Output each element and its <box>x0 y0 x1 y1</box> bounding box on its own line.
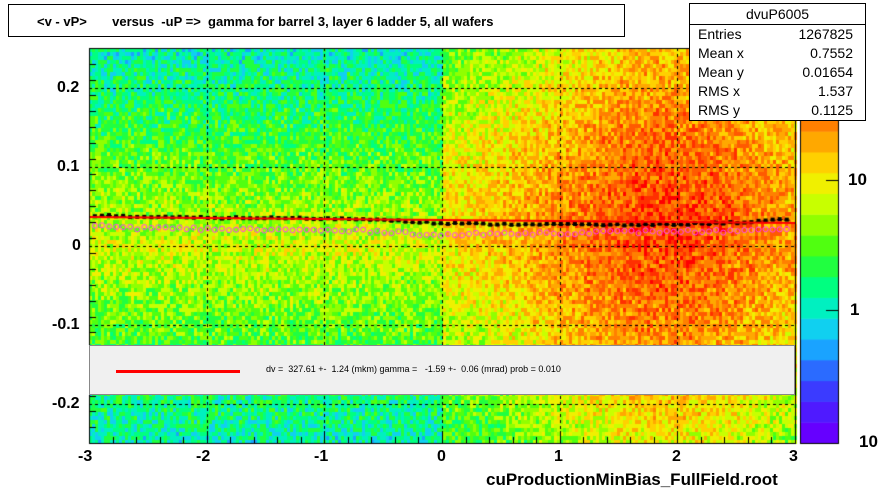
stats-value: 0.1125 <box>811 102 853 118</box>
color-tick-label: 1 <box>850 300 860 319</box>
x-tick-label: 3 <box>789 448 798 465</box>
fit-legend: dv = 327.61 +- 1.24 (mkm) gamma = -1.59 … <box>89 345 795 395</box>
stats-box: dvuP6005 Entries 1267825 Mean x 0.7552 M… <box>689 3 866 121</box>
stats-value: 1267825 <box>798 26 853 42</box>
stats-row-entries: Entries 1267825 <box>690 25 865 44</box>
stats-row-rms-x: RMS x 1.537 <box>690 82 865 101</box>
stats-name: dvuP6005 <box>690 4 865 25</box>
stats-value: 0.7552 <box>810 45 853 61</box>
stats-label: Mean y <box>698 64 744 80</box>
fit-line-swatch <box>116 370 240 373</box>
y-tick-label: -0.1 <box>52 316 80 333</box>
color-tick-label: 10 <box>859 432 878 451</box>
stats-row-mean-x: Mean x 0.7552 <box>690 44 865 63</box>
y-tick-label: 0.2 <box>57 79 80 96</box>
stats-value: 1.537 <box>817 83 853 99</box>
x-tick-label: -2 <box>196 448 211 465</box>
x-tick-label: -1 <box>314 448 329 465</box>
y-tick-label: -0.2 <box>52 395 80 412</box>
x-tick-label: 0 <box>437 448 446 465</box>
x-tick-label: -3 <box>78 448 93 465</box>
x-tick-label: 1 <box>554 448 563 465</box>
y-tick-label: 0 <box>72 237 81 254</box>
stats-row-rms-y: RMS y 0.1125 <box>690 101 865 120</box>
stats-label: RMS y <box>698 102 740 118</box>
x-tick-label: 2 <box>672 448 681 465</box>
stats-value: 0.01654 <box>802 64 853 80</box>
y-tick-label: 0.1 <box>57 158 80 175</box>
stats-row-mean-y: Mean y 0.01654 <box>690 63 865 82</box>
stats-label: RMS x <box>698 83 740 99</box>
plot-title: <v - vP> versus -uP => gamma for barrel … <box>8 4 625 37</box>
stats-label: Entries <box>698 26 742 42</box>
stats-label: Mean x <box>698 45 744 61</box>
file-name-footer: cuProductionMinBias_FullField.root <box>486 470 778 489</box>
color-tick-label: 10 <box>848 170 867 189</box>
fit-result-text: dv = 327.61 +- 1.24 (mkm) gamma = -1.59 … <box>266 364 561 374</box>
